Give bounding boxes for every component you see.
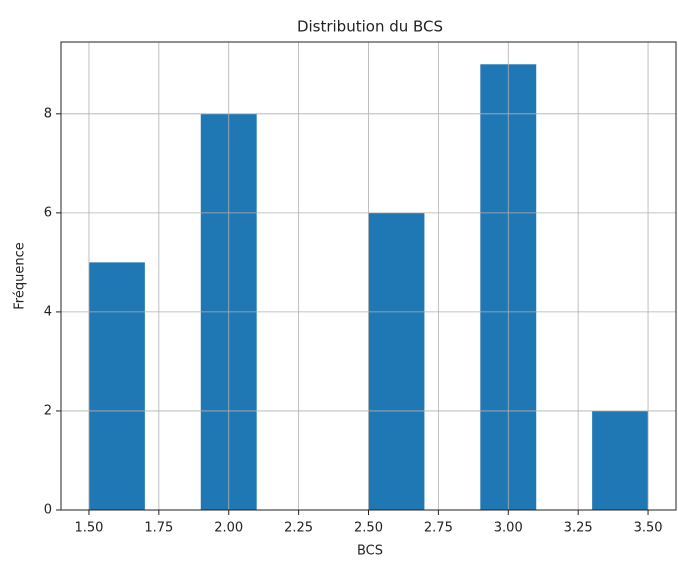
chart-title: Distribution du BCS [297, 18, 443, 36]
x-tick-label: 2.00 [214, 521, 243, 536]
y-tick-label: 2 [44, 403, 52, 418]
y-tick-label: 4 [44, 304, 52, 319]
x-tick-label: 1.50 [74, 521, 103, 536]
x-tick-label: 3.50 [634, 521, 663, 536]
x-tick-label: 2.50 [354, 521, 383, 536]
y-tick-label: 8 [44, 106, 52, 121]
x-tick-label: 2.25 [284, 521, 313, 536]
bar [88, 262, 145, 510]
x-axis-label: BCS [357, 544, 383, 559]
x-tick-label: 2.75 [424, 521, 453, 536]
y-axis-label: Fréquence [13, 242, 28, 309]
bar [368, 212, 425, 510]
x-tick-label: 3.25 [564, 521, 593, 536]
x-tick-label: 1.75 [144, 521, 173, 536]
y-tick-label: 0 [44, 503, 52, 518]
x-tick-label: 3.00 [494, 521, 523, 536]
plot-frame [60, 41, 677, 511]
y-tick-label: 6 [44, 205, 52, 220]
bar [592, 410, 649, 510]
